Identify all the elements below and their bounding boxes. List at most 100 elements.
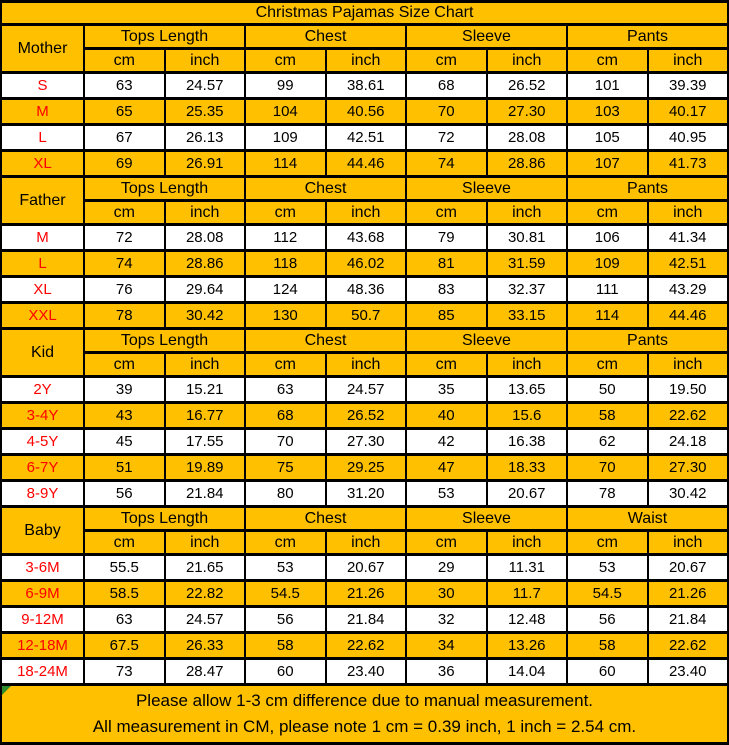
- unit-header: inch: [324, 47, 407, 74]
- measurement-value-cell: 41.34: [646, 223, 729, 252]
- size-row-label: 4-5Y: [0, 427, 85, 456]
- measurement-value-cell: 29.64: [163, 275, 246, 304]
- unit-header: inch: [163, 529, 246, 556]
- column-group-header: Sleeve: [405, 175, 568, 202]
- unit-header-row: cm inch cm inch cm inch cm inch: [1, 351, 729, 378]
- section-header-row: Baby Tops Length Chest Sleeve Waist: [0, 505, 729, 556]
- measurement-value-cell: 22.82: [163, 579, 246, 608]
- measurement-value-cell: 112: [244, 223, 327, 252]
- table-row: 6-9M 58.5 22.82 54.5 21.26 30 11.7 54.5 21.26: [0, 579, 729, 608]
- unit-header: cm: [566, 351, 649, 378]
- unit-header: cm: [83, 47, 166, 74]
- unit-header: inch: [324, 199, 407, 226]
- column-group-header: Sleeve: [405, 23, 568, 50]
- column-group-header: Pants: [566, 175, 729, 202]
- unit-header: inch: [485, 529, 568, 556]
- measurement-value-cell: 27.30: [324, 427, 407, 456]
- measurement-value-cell: 118: [244, 249, 327, 278]
- measurement-value-cell: 11.31: [485, 553, 568, 582]
- measurement-value-cell: 22.62: [646, 401, 729, 430]
- measurement-value-cell: 22.62: [324, 631, 407, 660]
- measurement-value-cell: 42: [405, 427, 488, 456]
- unit-header: inch: [646, 47, 729, 74]
- unit-header-row: cm inch cm inch cm inch cm inch: [1, 199, 729, 226]
- measurement-value-cell: 23.40: [646, 657, 729, 686]
- measurement-value-cell: 43.29: [646, 275, 729, 304]
- measurement-value-cell: 36: [405, 657, 488, 686]
- measurement-value-cell: 41.73: [646, 149, 729, 178]
- measurement-value-cell: 31.20: [324, 479, 407, 508]
- section-header-row: Mother Tops Length Chest Sleeve Pants: [0, 23, 729, 74]
- measurement-value-cell: 27.30: [646, 453, 729, 482]
- measurement-value-cell: 20.67: [485, 479, 568, 508]
- unit-header: inch: [646, 529, 729, 556]
- measurement-value-cell: 51: [83, 453, 166, 482]
- size-row-label: 9-12M: [0, 605, 85, 634]
- table-row: 3-6M 55.5 21.65 53 20.67 29 11.31 53 20.67: [0, 553, 729, 582]
- measurement-value-cell: 83: [405, 275, 488, 304]
- footer-note: Please allow 1-3 cm difference due to ma…: [0, 683, 729, 745]
- measurement-value-cell: 32.37: [485, 275, 568, 304]
- measurement-value-cell: 28.47: [163, 657, 246, 686]
- measurement-value-cell: 11.7: [485, 579, 568, 608]
- chart-title: Christmas Pajamas Size Chart: [0, 0, 729, 26]
- measurement-value-cell: 30.42: [163, 301, 246, 330]
- measurement-value-cell: 34: [405, 631, 488, 660]
- unit-header: cm: [405, 47, 488, 74]
- measurement-value-cell: 104: [244, 97, 327, 126]
- measurement-value-cell: 70: [566, 453, 649, 482]
- measurement-value-cell: 43.68: [324, 223, 407, 252]
- column-group-header: Chest: [244, 327, 407, 354]
- measurement-value-cell: 42.51: [324, 123, 407, 152]
- measurement-value-cell: 21.84: [163, 479, 246, 508]
- measurement-value-cell: 56: [566, 605, 649, 634]
- measurement-value-cell: 53: [405, 479, 488, 508]
- column-group-header: Chest: [244, 23, 407, 50]
- measurement-value-cell: 72: [83, 223, 166, 252]
- unit-header: cm: [566, 199, 649, 226]
- unit-header-row: cm inch cm inch cm inch cm inch: [1, 529, 729, 556]
- section-header-row: Father Tops Length Chest Sleeve Pants: [0, 175, 729, 226]
- section-header-row: Kid Tops Length Chest Sleeve Pants: [0, 327, 729, 378]
- measurement-value-cell: 22.62: [646, 631, 729, 660]
- size-row-label: 3-4Y: [0, 401, 85, 430]
- measurement-value-cell: 79: [405, 223, 488, 252]
- measurement-value-cell: 24.18: [646, 427, 729, 456]
- measurement-value-cell: 80: [244, 479, 327, 508]
- measurement-value-cell: 39: [83, 375, 166, 404]
- unit-header: cm: [405, 199, 488, 226]
- measurement-value-cell: 28.08: [485, 123, 568, 152]
- unit-header-row: cm inch cm inch cm inch cm inch: [1, 47, 729, 74]
- measurement-value-cell: 24.57: [324, 375, 407, 404]
- column-group-header: Waist: [566, 505, 729, 532]
- measurement-value-cell: 40: [405, 401, 488, 430]
- measurement-value-cell: 30.42: [646, 479, 729, 508]
- section-label-father: Father: [0, 175, 85, 226]
- measurement-value-cell: 109: [566, 249, 649, 278]
- measurement-value-cell: 20.67: [324, 553, 407, 582]
- unit-header: cm: [566, 47, 649, 74]
- table-row: 2Y 39 15.21 63 24.57 35 13.65 50 19.50: [0, 375, 729, 404]
- table-row: 18-24M 73 28.47 60 23.40 36 14.04 60 23.40: [0, 657, 729, 686]
- measurement-value-cell: 26.52: [324, 401, 407, 430]
- measurement-value-cell: 78: [83, 301, 166, 330]
- measurement-value-cell: 114: [244, 149, 327, 178]
- measurement-value-cell: 99: [244, 71, 327, 100]
- size-row-label: 8-9Y: [0, 479, 85, 508]
- size-row-label: 2Y: [0, 375, 85, 404]
- measurement-value-cell: 68: [405, 71, 488, 100]
- size-row-label: S: [0, 71, 85, 100]
- measurement-value-cell: 111: [566, 275, 649, 304]
- measurement-value-cell: 63: [244, 375, 327, 404]
- measurement-value-cell: 47: [405, 453, 488, 482]
- column-group-header: Tops Length: [83, 505, 246, 532]
- measurement-value-cell: 15.6: [485, 401, 568, 430]
- unit-header: cm: [244, 199, 327, 226]
- title-row: Christmas Pajamas Size Chart: [0, 0, 729, 26]
- measurement-value-cell: 40.56: [324, 97, 407, 126]
- measurement-value-cell: 70: [244, 427, 327, 456]
- measurement-value-cell: 109: [244, 123, 327, 152]
- measurement-value-cell: 67.5: [83, 631, 166, 660]
- measurement-value-cell: 40.95: [646, 123, 729, 152]
- footer-note-line-1: Please allow 1-3 cm difference due to ma…: [135, 691, 594, 710]
